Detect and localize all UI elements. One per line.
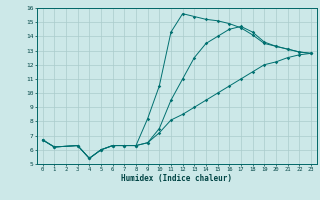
X-axis label: Humidex (Indice chaleur): Humidex (Indice chaleur) xyxy=(121,174,232,183)
